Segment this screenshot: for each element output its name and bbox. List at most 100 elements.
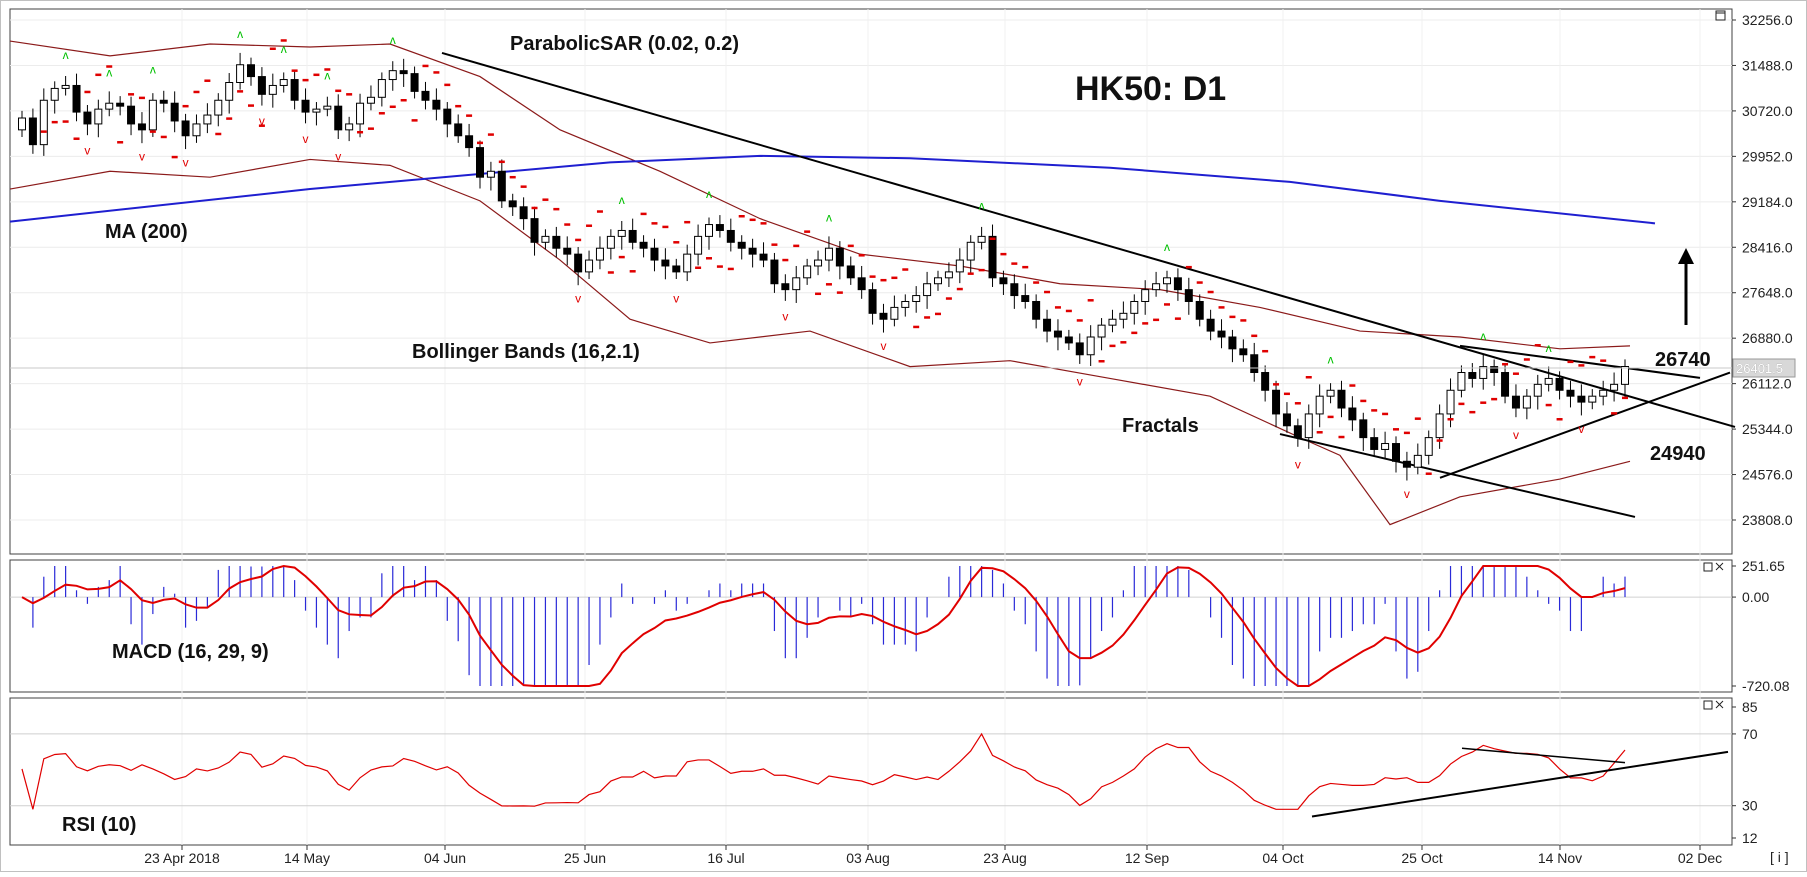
candle-body xyxy=(1522,395,1531,409)
support-label: 24940 xyxy=(1650,443,1706,465)
macd-tick-label: 251.65 xyxy=(1742,558,1785,574)
candle-body xyxy=(181,120,190,137)
date-tick-label: 16 Jul xyxy=(707,850,744,866)
candle-body xyxy=(1468,372,1477,379)
candle-body xyxy=(1130,300,1139,314)
price-tick-label: 23808.0 xyxy=(1742,512,1793,528)
candle-body xyxy=(781,283,790,291)
candle-body xyxy=(443,108,452,125)
price-tick-label: 26112.0 xyxy=(1742,376,1792,392)
fractal-down-icon: v xyxy=(1513,428,1519,442)
fractal-down-icon: v xyxy=(259,114,265,128)
candle-body xyxy=(1424,437,1433,456)
candle-body xyxy=(574,253,583,273)
candle-body xyxy=(1392,443,1400,462)
candle-body xyxy=(1043,318,1052,332)
candle-body xyxy=(923,283,932,297)
fractal-up-icon: ʌ xyxy=(826,211,832,225)
candle-body xyxy=(1533,383,1542,397)
candle-body xyxy=(519,206,528,220)
candle-body xyxy=(508,200,517,208)
candle-body xyxy=(585,259,594,273)
price-tick-label: 25344.0 xyxy=(1742,421,1793,437)
date-tick-label: 04 Oct xyxy=(1262,850,1303,866)
rsi-tick-label: 12 xyxy=(1742,830,1758,846)
rsi-resistance-line xyxy=(1461,747,1626,764)
fractal-down-icon: v xyxy=(673,292,679,306)
rsi-close-icon[interactable] xyxy=(1703,700,1724,710)
candle-body xyxy=(203,114,212,125)
fractal-up-icon: ʌ xyxy=(106,66,112,80)
candle-body xyxy=(715,224,724,231)
candle-body xyxy=(661,259,670,267)
fractals-label: Fractals xyxy=(1122,415,1199,437)
sar-label: ParabolicSAR (0.02, 0.2) xyxy=(510,33,739,55)
candle-body xyxy=(1501,372,1510,397)
uptrend-support-line xyxy=(1439,371,1731,479)
fractal-down-icon: v xyxy=(335,150,341,164)
price-tick-label: 30720.0 xyxy=(1742,103,1793,119)
maximize-icon[interactable] xyxy=(1715,10,1726,21)
candle-body xyxy=(377,79,386,98)
candle-body xyxy=(1566,389,1575,397)
ma-label: MA (200) xyxy=(105,221,188,243)
candle-body xyxy=(1304,413,1313,439)
date-tick-label: 04 Jun xyxy=(424,850,466,866)
fractal-up-icon: ʌ xyxy=(237,27,243,41)
lower-channel-line xyxy=(1279,433,1636,518)
candle-body xyxy=(28,117,37,146)
rsi-line xyxy=(21,732,1626,810)
fractal-up-icon: ʌ xyxy=(706,187,712,201)
rsi-tick-label: 85 xyxy=(1742,699,1758,715)
candle-body xyxy=(247,64,255,78)
rsi-support-line xyxy=(1311,750,1729,818)
date-tick-label: 02 Dec xyxy=(1678,850,1722,866)
candle-body xyxy=(617,229,626,237)
candle-body xyxy=(1075,342,1084,356)
ma200-line xyxy=(9,154,1656,225)
candle-body xyxy=(1239,348,1248,356)
candle-body xyxy=(770,259,779,285)
candle-body xyxy=(672,265,681,273)
candle-body xyxy=(1457,372,1466,391)
fractal-up-icon: ʌ xyxy=(150,63,156,77)
fractal-down-icon: v xyxy=(1404,487,1410,501)
date-tick-label: 23 Aug xyxy=(983,850,1027,866)
candle-body xyxy=(454,123,463,137)
date-tick-label: 25 Jun xyxy=(564,850,606,866)
candle-body xyxy=(726,229,735,243)
up-arrow-icon xyxy=(1678,248,1694,325)
candle-body xyxy=(148,99,157,131)
candle-body xyxy=(279,79,288,86)
fractal-down-icon: v xyxy=(84,144,90,158)
candle-body xyxy=(1261,372,1270,391)
candle-body xyxy=(465,135,474,149)
candle-body xyxy=(705,224,713,237)
macd-signal-line xyxy=(21,564,1626,687)
price-tick-label: 29952.0 xyxy=(1742,148,1793,164)
candle-body xyxy=(1359,419,1368,439)
candle-body xyxy=(39,99,48,146)
candle-body xyxy=(290,79,299,101)
candle-body xyxy=(606,235,615,249)
fractal-up-icon: ʌ xyxy=(1164,240,1170,254)
candle-body xyxy=(966,241,975,261)
candle-body xyxy=(868,289,877,314)
candle-body xyxy=(824,247,833,261)
candle-body xyxy=(1228,336,1237,350)
macd-close-icon[interactable] xyxy=(1703,562,1724,572)
fractal-up-icon: ʌ xyxy=(324,69,330,83)
info-icon[interactable]: [ i ] xyxy=(1770,849,1789,865)
candle-body xyxy=(486,170,495,178)
candle-body xyxy=(1490,366,1499,374)
fractal-up-icon: ʌ xyxy=(1546,341,1552,355)
candle-body xyxy=(432,99,441,110)
candle-body xyxy=(94,108,103,125)
rsi-tick-label: 70 xyxy=(1742,726,1758,742)
fractal-down-icon: v xyxy=(139,150,145,164)
candle-body xyxy=(170,102,179,122)
fractal-down-icon: v xyxy=(1077,375,1083,389)
chart-title: HK50: D1 xyxy=(1075,70,1226,108)
candle-body xyxy=(334,105,343,131)
